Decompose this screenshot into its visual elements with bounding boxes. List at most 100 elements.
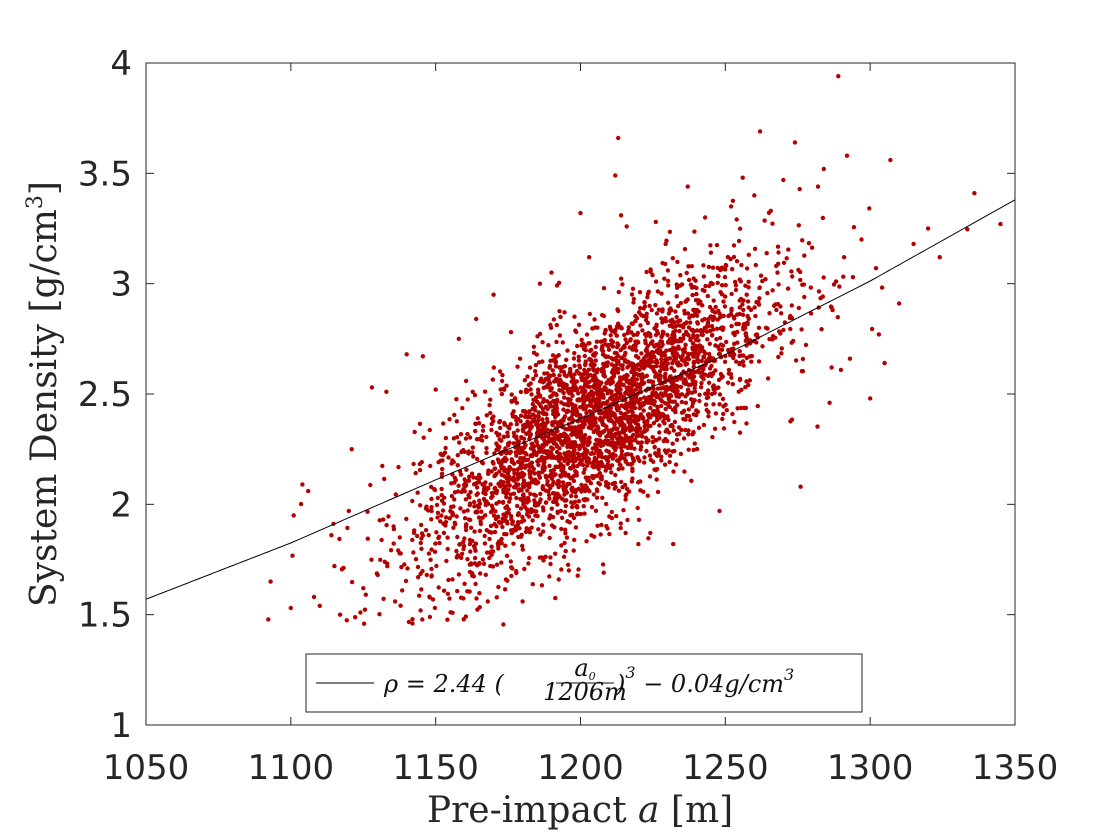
scatter-point (582, 433, 588, 438)
scatter-point (557, 365, 562, 370)
scatter-point (594, 495, 600, 500)
scatter-point (464, 482, 469, 488)
scatter-point (740, 312, 746, 317)
scatter-point (470, 450, 475, 455)
scatter-point (743, 325, 748, 331)
scatter-point (419, 587, 424, 592)
scatter-point (488, 482, 493, 487)
scatter-point (554, 491, 559, 497)
scatter-point (789, 303, 794, 308)
scatter-point (540, 410, 545, 416)
scatter-point (561, 464, 566, 469)
scatter-point (648, 267, 653, 272)
scatter-point (540, 359, 545, 364)
scatter-point (482, 533, 487, 539)
scatter-point (607, 388, 612, 394)
scatter-point (546, 492, 552, 498)
scatter-point (603, 328, 608, 334)
y-tick-label: 3 (110, 265, 132, 305)
scatter-point (553, 364, 559, 369)
scatter-point (266, 617, 271, 622)
scatter-point (476, 515, 482, 520)
scatter-point (662, 462, 668, 467)
scatter-point (600, 495, 605, 500)
scatter-point (615, 384, 620, 389)
scatter-point (300, 482, 305, 487)
scatter-point (624, 390, 629, 395)
scatter-point (691, 276, 696, 281)
scatter-point (656, 395, 661, 400)
scatter-point (598, 475, 603, 481)
scatter-point (706, 409, 711, 415)
scatter-point (636, 398, 641, 404)
scatter-point (529, 392, 534, 397)
scatter-point (381, 517, 386, 522)
scatter-point (454, 419, 459, 424)
scatter-point (462, 581, 467, 586)
scatter-point (659, 291, 664, 296)
scatter-point (741, 363, 746, 368)
scatter-point (339, 567, 345, 572)
scatter-point (732, 352, 737, 357)
scatter-point (504, 504, 510, 509)
scatter-point (539, 435, 545, 440)
scatter-point (531, 344, 537, 349)
scatter-point (571, 463, 576, 468)
scatter-point (654, 349, 659, 354)
scatter-point (607, 465, 613, 471)
scatter-point (722, 304, 728, 309)
scatter-point (744, 379, 749, 384)
scatter-point (620, 363, 625, 368)
scatter-point (756, 359, 762, 364)
scatter-point (784, 256, 789, 261)
scatter-point (682, 311, 687, 316)
scatter-point (576, 567, 581, 572)
scatter-point (632, 363, 637, 368)
scatter-point (686, 407, 691, 412)
scatter-point (665, 268, 671, 273)
scatter-point (583, 343, 588, 348)
scatter-point (465, 508, 470, 513)
scatter-point (462, 536, 467, 541)
scatter-point (415, 490, 420, 495)
scatter-point (522, 566, 527, 572)
scatter-point (541, 461, 546, 467)
scatter-point (613, 327, 618, 333)
scatter-point (500, 524, 505, 530)
scatter-point (704, 329, 710, 334)
scatter-point (589, 533, 594, 538)
scatter-point (600, 455, 605, 460)
scatter-point (744, 266, 750, 271)
scatter-point (645, 493, 650, 498)
scatter-point (543, 473, 548, 479)
scatter-point (478, 571, 483, 576)
scatter-point (487, 555, 492, 561)
scatter-point (631, 457, 636, 462)
scatter-point (480, 557, 486, 562)
scatter-point (545, 371, 550, 376)
scatter-point (445, 546, 450, 552)
scatter-point (631, 343, 636, 349)
scatter-point (572, 447, 577, 453)
scatter-point (631, 404, 636, 409)
scatter-point (418, 608, 423, 613)
scatter-point (573, 494, 579, 499)
scatter-point (467, 537, 473, 543)
scatter-point (585, 440, 590, 445)
scatter-point (571, 515, 577, 521)
scatter-point (595, 367, 601, 372)
scatter-point (623, 497, 628, 502)
scatter-point (498, 520, 503, 526)
scatter-point (396, 464, 401, 470)
scatter-point (507, 464, 512, 470)
scatter-point (558, 314, 563, 320)
scatter-point (518, 496, 523, 502)
scatter-point (509, 528, 514, 533)
scatter-point (647, 474, 653, 479)
scatter-point (439, 486, 444, 492)
scatter-point (798, 277, 803, 283)
scatter-point (548, 404, 553, 409)
scatter-point (531, 376, 536, 381)
scatter-point (592, 362, 597, 368)
scatter-point (566, 568, 572, 573)
